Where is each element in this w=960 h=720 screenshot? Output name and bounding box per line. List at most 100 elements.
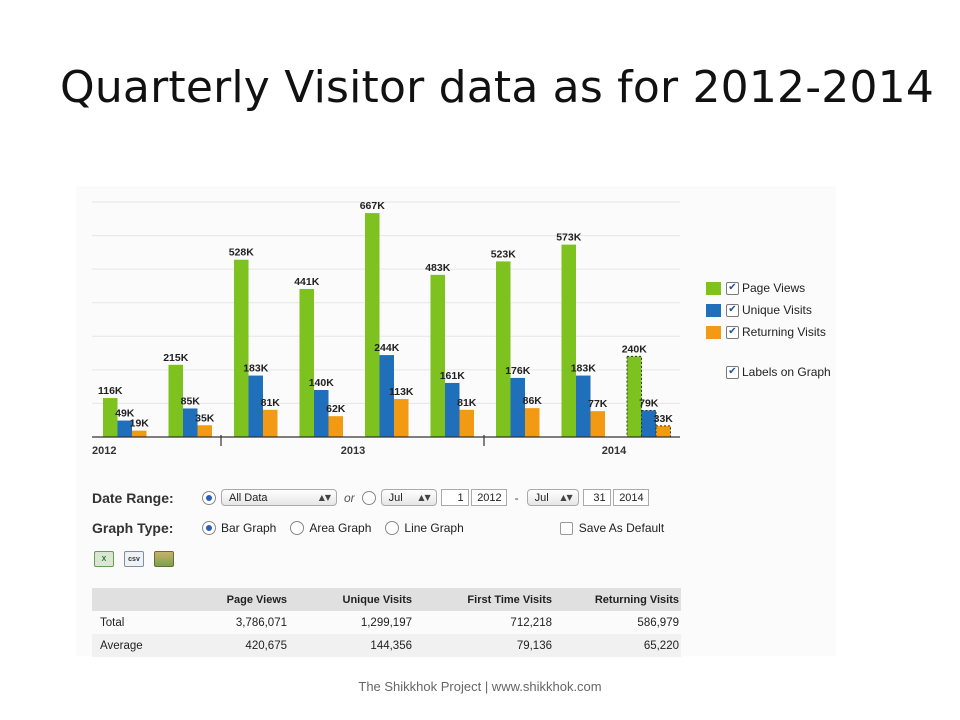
slide-title: Quarterly Visitor data as for 2012-2014 bbox=[60, 62, 935, 113]
line-graph-label: Line Graph bbox=[404, 521, 464, 535]
data-label: 77K bbox=[588, 398, 608, 410]
table-cell: 65,220 bbox=[643, 639, 679, 652]
data-label: 35K bbox=[195, 412, 215, 424]
page-views-checkbox[interactable]: ✔ bbox=[726, 281, 739, 295]
legend-item-returning-visits[interactable]: ✔ Returning Visits bbox=[706, 321, 831, 343]
data-label: 85K bbox=[181, 395, 201, 407]
bar-unique-visits bbox=[117, 420, 132, 437]
bar-returning-visits bbox=[197, 425, 212, 437]
data-label: 240K bbox=[622, 343, 648, 355]
unique-visits-checkbox[interactable]: ✔ bbox=[726, 303, 739, 317]
year-tick-label: 2013 bbox=[341, 445, 365, 457]
date-range-select[interactable]: All Data ▲▼ bbox=[221, 489, 337, 506]
page-views-swatch bbox=[706, 281, 721, 295]
year-tick-label: 2012 bbox=[92, 445, 116, 457]
bar-unique-visits bbox=[445, 382, 460, 437]
bar-page-views bbox=[299, 288, 314, 437]
save-default-label: Save As Default bbox=[578, 521, 665, 535]
range-dash: - bbox=[514, 490, 519, 505]
legend-item-page-views[interactable]: ✔ Page Views bbox=[706, 277, 831, 299]
line-graph-radio[interactable] bbox=[385, 521, 400, 535]
area-graph-label: Area Graph bbox=[309, 521, 372, 535]
bar-page-views bbox=[103, 398, 118, 437]
bar-returning-visits bbox=[525, 408, 540, 437]
table-cell: 3,786,071 bbox=[235, 616, 287, 629]
image-export-icon[interactable] bbox=[154, 551, 174, 567]
all-data-radio[interactable] bbox=[202, 490, 216, 505]
bar-page-views bbox=[168, 364, 183, 437]
table-header: Returning Visits bbox=[594, 593, 679, 606]
returning-visits-swatch bbox=[706, 325, 721, 339]
bar-unique-visits bbox=[248, 375, 263, 437]
bar-returning-visits bbox=[328, 416, 343, 437]
csv-export-icon[interactable]: csv bbox=[124, 551, 144, 567]
slide-footer: The Shikkhok Project | www.shikkhok.com bbox=[358, 679, 602, 694]
data-label: 33K bbox=[654, 413, 674, 425]
chart-legend: ✔ Page Views ✔ Unique Visits ✔ Returning… bbox=[706, 277, 831, 383]
table-cell: 1,299,197 bbox=[360, 616, 412, 629]
select-arrows-icon: ▲▼ bbox=[418, 493, 431, 502]
graph-type-label: Graph Type: bbox=[92, 520, 174, 536]
start-day-field[interactable]: 1 bbox=[440, 489, 469, 506]
bar-returning-visits bbox=[263, 409, 278, 437]
table-cell: 712,218 bbox=[510, 616, 552, 629]
bar-page-views bbox=[626, 355, 642, 438]
bar-graph-radio[interactable] bbox=[202, 521, 216, 535]
area-graph-radio[interactable] bbox=[290, 521, 305, 535]
legend-label: Unique Visits bbox=[742, 303, 812, 317]
save-default-checkbox[interactable] bbox=[559, 521, 573, 535]
bar-page-views bbox=[430, 274, 445, 437]
start-month-value: Jul bbox=[388, 491, 403, 504]
or-text: or bbox=[344, 490, 355, 505]
bar-unique-visits bbox=[379, 355, 394, 437]
csv-text: csv bbox=[128, 555, 140, 563]
data-label: 244K bbox=[374, 342, 400, 354]
start-month-select[interactable]: Jul ▲▼ bbox=[380, 489, 437, 506]
data-label: 523K bbox=[491, 248, 517, 260]
data-label: 79K bbox=[639, 397, 659, 409]
legend-label: Returning Visits bbox=[742, 325, 826, 339]
bar-page-views bbox=[496, 261, 511, 437]
excel-export-icon[interactable]: X bbox=[94, 551, 114, 567]
data-label: 183K bbox=[571, 363, 597, 375]
date-range-row: Date Range: All Data ▲▼ or Jul ▲▼ 1 2012… bbox=[92, 489, 649, 506]
bar-returning-visits bbox=[132, 430, 147, 437]
end-month-select[interactable]: Jul ▲▼ bbox=[526, 489, 579, 506]
data-label: 86K bbox=[523, 395, 543, 407]
data-label: 215K bbox=[163, 352, 189, 364]
start-year-field[interactable]: 2012 bbox=[470, 489, 507, 506]
data-label: 483K bbox=[425, 262, 451, 274]
bar-returning-visits bbox=[394, 399, 409, 437]
bar-returning-visits bbox=[655, 425, 671, 438]
labels-on-graph-checkbox[interactable]: ✔ bbox=[726, 365, 739, 379]
table-header: First Time Visits bbox=[467, 593, 552, 606]
table-header: Page Views bbox=[226, 593, 287, 606]
returning-visits-checkbox[interactable]: ✔ bbox=[726, 325, 739, 339]
table-row: Total 3,786,071 1,299,197 712,218 586,97… bbox=[92, 611, 681, 634]
data-label: 528K bbox=[229, 247, 255, 259]
table-header: Unique Visits bbox=[342, 593, 412, 606]
custom-range-radio[interactable] bbox=[361, 490, 376, 505]
bar-page-views bbox=[365, 213, 380, 437]
data-label: 113K bbox=[389, 386, 414, 398]
end-year-field[interactable]: 2014 bbox=[612, 489, 649, 506]
summary-table: Page Views Unique Visits First Time Visi… bbox=[92, 588, 681, 657]
labels-on-graph-option[interactable]: ✔ Labels on Graph bbox=[706, 361, 831, 383]
table-cell: 79,136 bbox=[516, 639, 552, 652]
legend-label: Page Views bbox=[742, 281, 806, 295]
data-label: 81K bbox=[261, 397, 281, 409]
bar-returning-visits bbox=[459, 409, 474, 437]
data-label: 183K bbox=[243, 363, 269, 375]
legend-item-unique-visits[interactable]: ✔ Unique Visits bbox=[706, 299, 831, 321]
bar-unique-visits bbox=[314, 390, 329, 437]
data-label: 176K bbox=[505, 365, 531, 377]
year-tick-label: 2014 bbox=[602, 445, 627, 457]
bar-unique-visits bbox=[576, 375, 591, 437]
date-range-value: All Data bbox=[229, 491, 268, 504]
data-label: 573K bbox=[556, 232, 582, 244]
end-day-field[interactable]: 31 bbox=[582, 489, 611, 506]
end-month-value: Jul bbox=[534, 491, 549, 504]
bar-chart: 116K 215K 528K 441K 667K 483K 523K 573K 240K 49K 8… bbox=[92, 200, 680, 457]
data-label: 49K bbox=[115, 408, 135, 420]
data-label: 62K bbox=[326, 403, 346, 415]
